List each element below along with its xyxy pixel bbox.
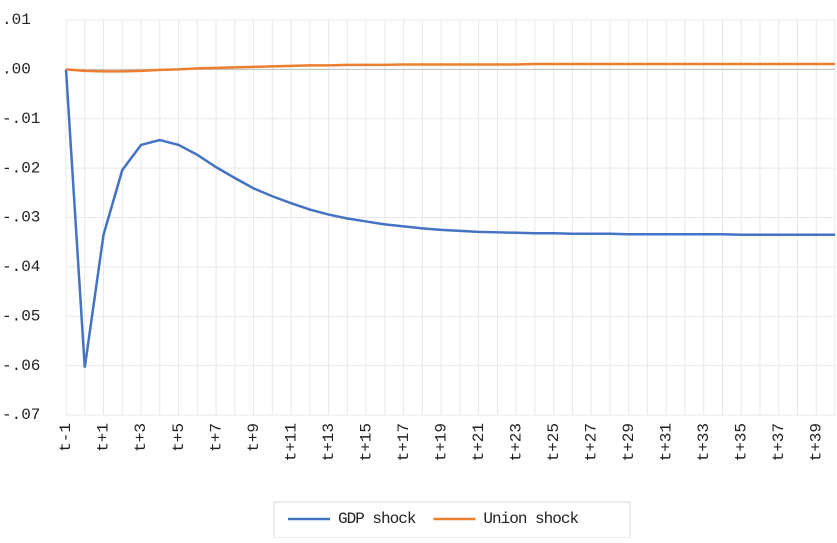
legend-label: Union shock — [483, 510, 578, 528]
y-tick-label: -.06 — [2, 357, 40, 375]
x-tick-label: t+15 — [357, 423, 375, 461]
y-tick-label: -.01 — [2, 110, 40, 128]
x-tick-label: t+33 — [695, 423, 713, 461]
x-tick-label: t+27 — [582, 423, 600, 461]
y-tick-label: -.03 — [2, 209, 40, 227]
x-tick-label: t+9 — [245, 423, 263, 452]
x-tick-label: t+3 — [132, 423, 150, 452]
x-tick-label: t+7 — [207, 423, 225, 452]
x-tick-label: t+29 — [620, 423, 638, 461]
series-line — [64, 69, 835, 368]
y-tick-label: -.02 — [2, 159, 40, 177]
x-tick-label: t+37 — [770, 423, 788, 461]
x-tick-label: t+25 — [545, 423, 563, 461]
x-tick-label: t+23 — [507, 423, 525, 461]
x-tick-label: t+5 — [170, 423, 188, 452]
series-line — [65, 62, 835, 73]
y-tick-label: .01 — [2, 11, 31, 29]
x-tick-label: t+21 — [470, 423, 488, 461]
x-tick-label: t+17 — [395, 423, 413, 461]
y-tick-label: .00 — [2, 61, 31, 79]
y-tick-label: -.05 — [2, 307, 40, 325]
legend: GDP shock Union shock — [273, 501, 631, 539]
x-tick-label: t+13 — [320, 423, 338, 461]
x-tick-label: t+1 — [95, 423, 113, 452]
x-tick-label: t+11 — [282, 423, 300, 461]
x-tick-label: t+31 — [657, 423, 675, 461]
x-tick-label: t+39 — [807, 423, 825, 461]
x-tick-label: t+35 — [732, 423, 750, 461]
legend-label: GDP shock — [338, 510, 416, 528]
x-tick-label: t+19 — [432, 423, 450, 461]
x-tick-label: t-1 — [57, 423, 75, 452]
y-tick-label: -.07 — [2, 406, 40, 424]
y-tick-label: -.04 — [2, 258, 40, 276]
